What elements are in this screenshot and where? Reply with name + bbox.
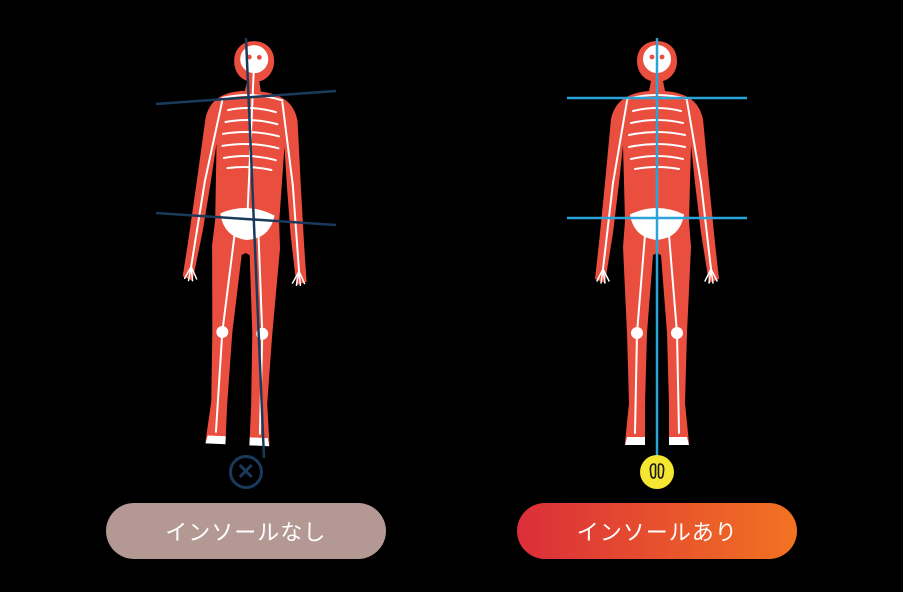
figure-without [106, 33, 386, 463]
label-pill-with: インソールあり [517, 503, 797, 559]
label-with-text: インソールあり [577, 515, 738, 547]
x-glyph: ✕ [237, 461, 255, 483]
figure-with [517, 33, 797, 463]
insole-badge-icon [640, 455, 674, 489]
panel-with-insole: インソールあり [467, 33, 847, 559]
label-pill-without: インソールなし [106, 503, 386, 559]
skeleton-with-icon [567, 33, 747, 463]
panel-without-insole: ✕ インソールなし [56, 33, 436, 559]
label-without-text: インソールなし [165, 515, 326, 547]
footprints-icon [646, 461, 668, 483]
skeleton-without-icon [156, 33, 336, 463]
